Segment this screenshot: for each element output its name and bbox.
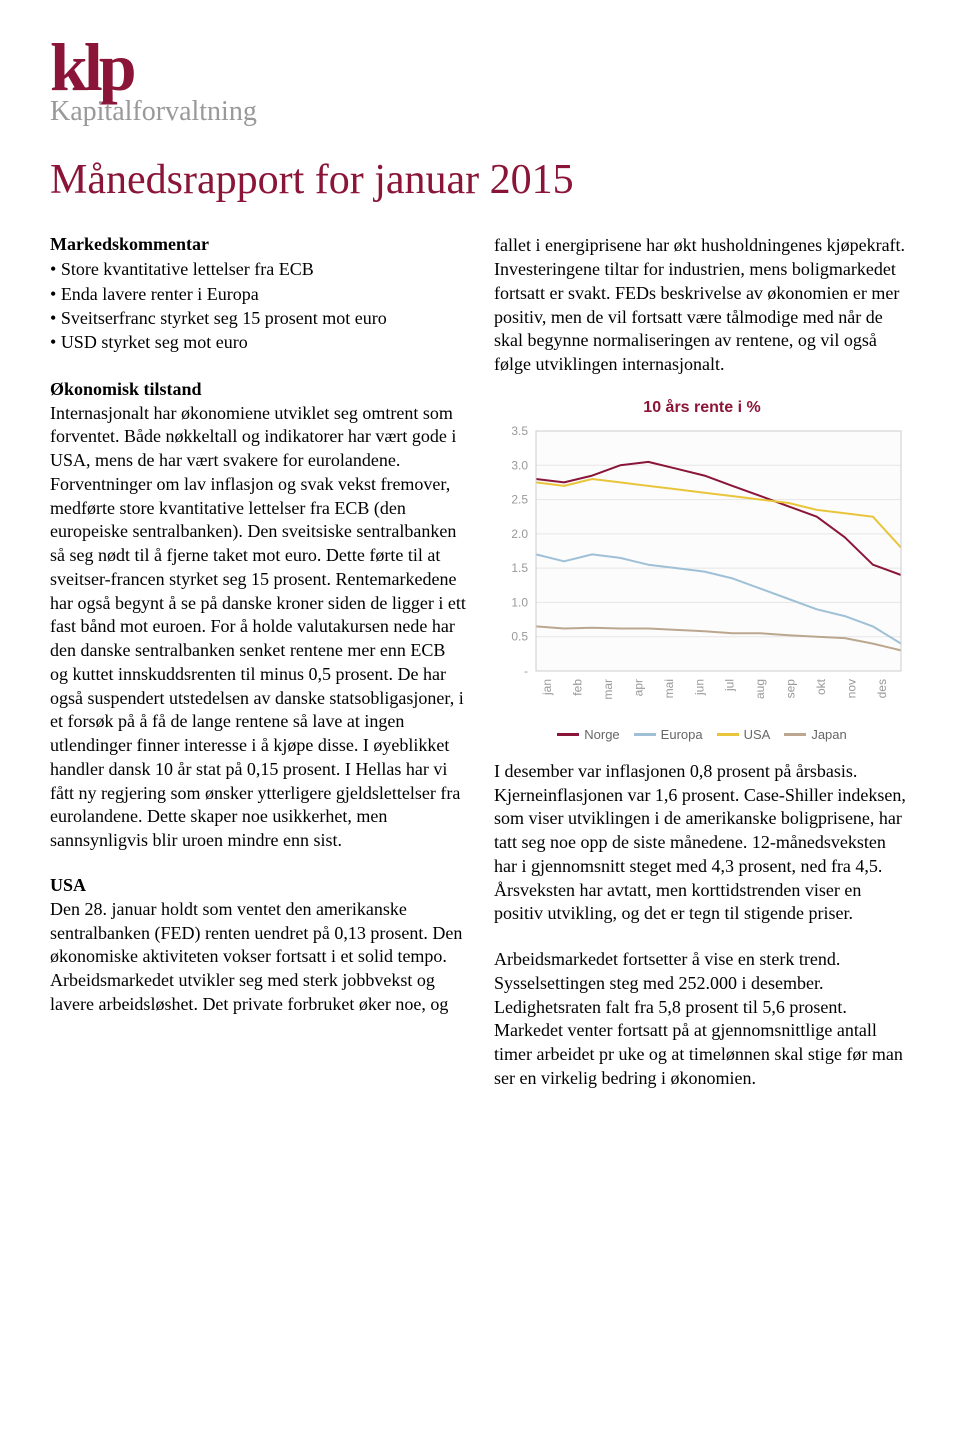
svg-text:2.5: 2.5	[511, 492, 528, 506]
right-column: fallet i energiprisene har økt husholdni…	[494, 234, 910, 1090]
svg-text:apr: apr	[631, 679, 645, 696]
svg-text:mar: mar	[601, 679, 615, 700]
legend-swatch	[557, 733, 579, 736]
svg-text:0.5: 0.5	[511, 630, 528, 644]
svg-text:feb: feb	[571, 679, 585, 696]
svg-text:-: -	[524, 664, 528, 678]
legend-item: Europa	[634, 727, 703, 742]
market-bullets: Store kvantitative lettelser fra ECB End…	[50, 257, 466, 354]
left-column: Markedskommentar Store kvantitative lett…	[50, 234, 466, 1090]
bullet-item: USD styrket seg mot euro	[50, 330, 466, 354]
legend-label: USA	[744, 727, 771, 742]
svg-text:sep: sep	[784, 679, 798, 699]
chart-title: 10 års rente i %	[494, 399, 910, 417]
bullet-item: Sveitserfranc styrket seg 15 prosent mot…	[50, 306, 466, 330]
svg-text:aug: aug	[753, 679, 767, 699]
bullet-item: Store kvantitative lettelser fra ECB	[50, 257, 466, 281]
legend-label: Japan	[811, 727, 846, 742]
legend-item: USA	[717, 727, 771, 742]
svg-text:2.0: 2.0	[511, 527, 528, 541]
svg-text:jul: jul	[723, 679, 737, 692]
legend-item: Japan	[784, 727, 846, 742]
logo-subtitle: Kapitalforvaltning	[50, 96, 910, 128]
legend-swatch	[634, 733, 656, 736]
chart-legend: Norge Europa USA Japan	[494, 727, 910, 742]
market-heading: Markedskommentar	[50, 234, 466, 255]
right-top-body: fallet i energiprisene har økt husholdni…	[494, 234, 910, 377]
bullet-item: Enda lavere renter i Europa	[50, 282, 466, 306]
econ-heading: Økonomisk tilstand	[50, 379, 466, 400]
legend-item: Norge	[557, 727, 619, 742]
logo-block: klp Kapitalforvaltning	[50, 40, 910, 128]
svg-text:nov: nov	[844, 679, 858, 698]
legend-swatch	[717, 733, 739, 736]
svg-text:jan: jan	[540, 679, 554, 696]
content-columns: Markedskommentar Store kvantitative lett…	[50, 234, 910, 1090]
logo-brand: klp	[50, 40, 910, 94]
svg-text:des: des	[875, 679, 889, 698]
svg-text:1.5: 1.5	[511, 561, 528, 575]
legend-label: Europa	[661, 727, 703, 742]
legend-label: Norge	[584, 727, 619, 742]
usa-heading: USA	[50, 875, 466, 896]
rates-chart: 0.5 1.0 1.5 2.0 2.5 3.0 3.5 -jan feb mar apr mai jun…	[494, 421, 914, 721]
svg-text:3.0: 3.0	[511, 458, 528, 472]
right-after-chart-2: Arbeidsmarkedet fortsetter å vise en ste…	[494, 948, 910, 1091]
svg-text:1.0: 1.0	[511, 595, 528, 609]
econ-body: Internasjonalt har økonomiene utviklet s…	[50, 402, 466, 853]
rates-chart-container: 10 års rente i % 0.51.01.52.02.53.03.5-j…	[494, 399, 910, 742]
svg-text:mai: mai	[662, 679, 676, 698]
svg-text:okt: okt	[814, 678, 828, 695]
svg-text:3.5: 3.5	[511, 424, 528, 438]
usa-body: Den 28. januar holdt som ventet den amer…	[50, 898, 466, 1017]
legend-swatch	[784, 733, 806, 736]
svg-text:jun: jun	[692, 679, 706, 696]
page-title: Månedsrapport for januar 2015	[50, 156, 910, 204]
right-after-chart-1: I desember var inflasjonen 0,8 prosent p…	[494, 760, 910, 926]
